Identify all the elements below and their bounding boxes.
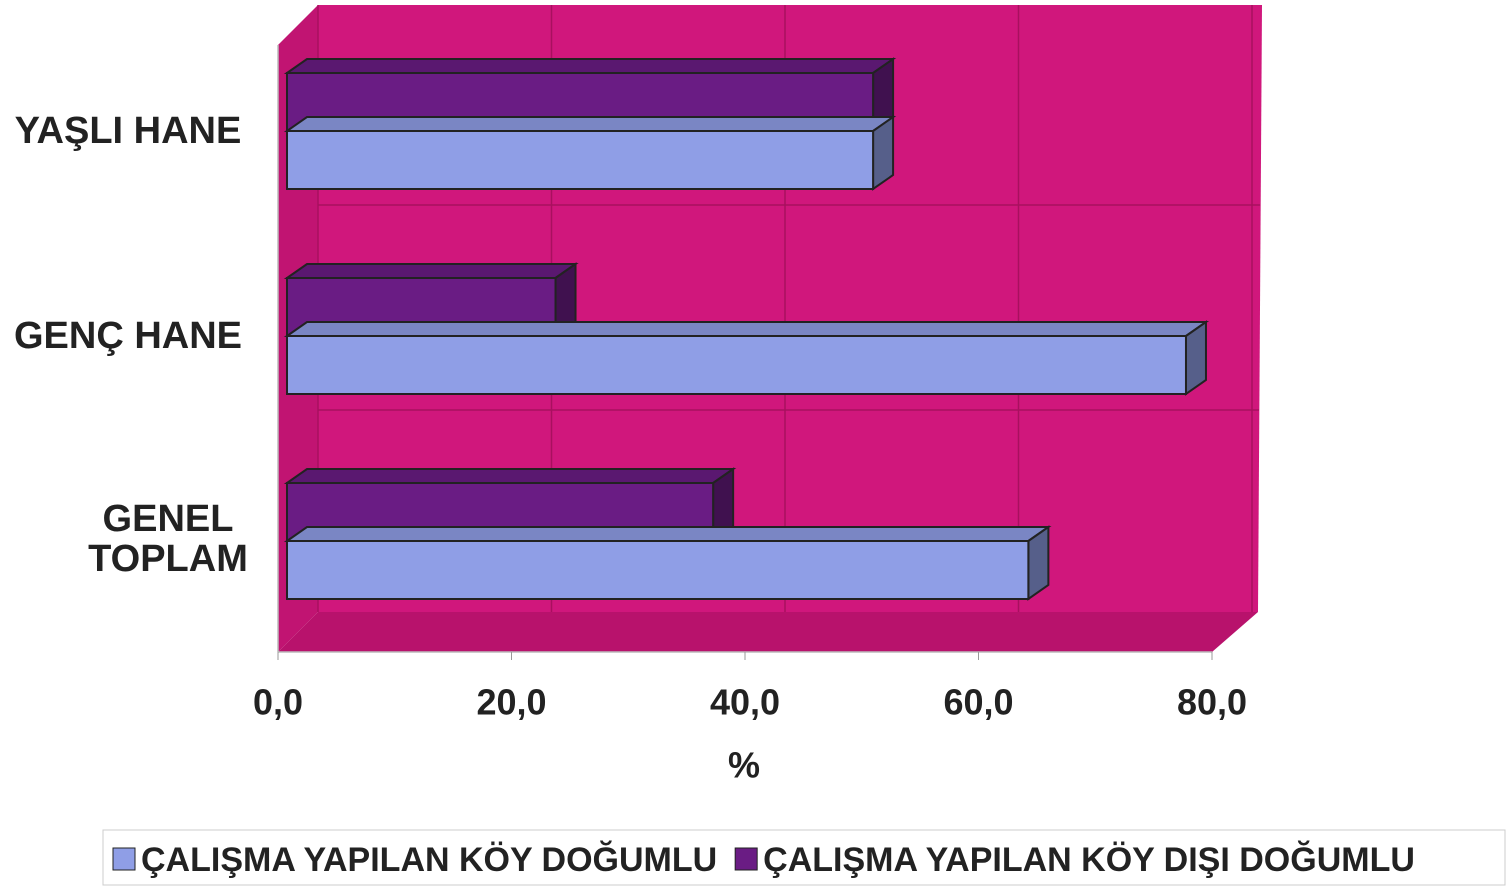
legend-label: ÇALIŞMA YAPILAN KÖY DOĞUMLU: [141, 841, 717, 879]
bar-top: [283, 116, 897, 132]
bar-side: [872, 115, 895, 191]
bar-top: [283, 321, 1210, 337]
x-tick-label: 60,0: [943, 682, 1013, 723]
x-tick-label: 40,0: [710, 682, 780, 723]
bar-top: [283, 526, 1052, 542]
bar-top: [283, 263, 579, 279]
bar: [283, 115, 897, 191]
legend-box: [102, 829, 1506, 886]
y-tick-label: GENEL TOPLAM: [88, 498, 248, 580]
y-tick-label: YAŞLI HANE: [14, 110, 242, 152]
bar-front: [286, 540, 1030, 600]
bar-front: [286, 335, 1187, 395]
x-tick-label: 80,0: [1177, 682, 1247, 723]
y-tick-label: GENÇ HANE: [13, 315, 243, 357]
x-axis-title: %: [728, 745, 760, 786]
bar-side: [1027, 525, 1050, 601]
legend-swatch: [734, 847, 758, 871]
floor: [278, 612, 1258, 652]
bar-top: [283, 468, 737, 484]
bar-front: [286, 130, 875, 190]
x-tick-label: 0,0: [253, 682, 303, 723]
legend-swatch: [112, 847, 136, 871]
bar: [283, 525, 1052, 601]
legend-label: ÇALIŞMA YAPILAN KÖY DIŞI DOĞUMLU: [763, 841, 1415, 879]
bar-top: [283, 58, 897, 74]
bar-side: [1184, 320, 1207, 396]
x-tick-label: 20,0: [476, 682, 546, 723]
bar: [283, 320, 1210, 396]
